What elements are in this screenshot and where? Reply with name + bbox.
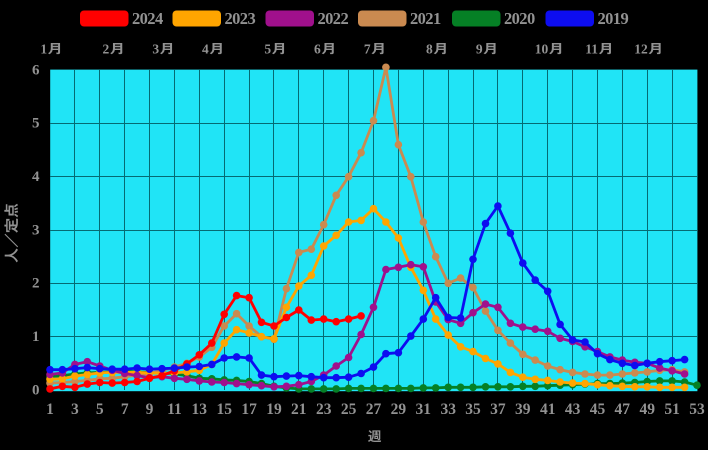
svg-text:31: 31 — [416, 401, 432, 418]
svg-text:23: 23 — [316, 401, 332, 418]
svg-text:43: 43 — [565, 401, 581, 418]
svg-text:21: 21 — [291, 401, 307, 418]
svg-text:2: 2 — [32, 276, 40, 292]
svg-text:9: 9 — [476, 41, 483, 56]
svg-text:1: 1 — [32, 329, 40, 345]
svg-text:2024: 2024 — [132, 9, 163, 28]
svg-text:9: 9 — [146, 401, 154, 418]
svg-text:5: 5 — [96, 401, 104, 418]
svg-text:27: 27 — [366, 401, 382, 418]
svg-text:11: 11 — [585, 41, 598, 56]
svg-text:2022: 2022 — [318, 9, 349, 28]
svg-text:51: 51 — [664, 401, 680, 418]
svg-text:4: 4 — [32, 169, 40, 185]
svg-text:2021: 2021 — [410, 9, 441, 28]
svg-text:1: 1 — [46, 401, 54, 418]
svg-text:2019: 2019 — [598, 9, 629, 28]
svg-text:3: 3 — [152, 41, 159, 56]
svg-text:39: 39 — [515, 401, 531, 418]
svg-text:13: 13 — [192, 401, 208, 418]
svg-text:33: 33 — [440, 401, 456, 418]
svg-text:41: 41 — [540, 401, 556, 418]
svg-text:12: 12 — [634, 41, 648, 56]
svg-text:15: 15 — [216, 401, 232, 418]
svg-text:7: 7 — [121, 401, 129, 418]
svg-text:4: 4 — [202, 41, 209, 56]
svg-text:5: 5 — [32, 116, 40, 132]
svg-text:8: 8 — [426, 41, 433, 56]
svg-text:25: 25 — [341, 401, 357, 418]
svg-text:6: 6 — [32, 62, 40, 78]
svg-text:35: 35 — [465, 401, 481, 418]
svg-text:3: 3 — [71, 401, 79, 418]
svg-text:37: 37 — [490, 401, 506, 418]
svg-text:2020: 2020 — [504, 9, 535, 28]
svg-text:49: 49 — [639, 401, 655, 418]
svg-text:3: 3 — [32, 222, 40, 238]
svg-text:2: 2 — [103, 41, 110, 56]
svg-text:2023: 2023 — [225, 9, 256, 28]
svg-text:0: 0 — [32, 382, 40, 398]
svg-text:11: 11 — [167, 401, 182, 418]
svg-text:5: 5 — [264, 41, 271, 56]
svg-text:45: 45 — [590, 401, 606, 418]
svg-text:53: 53 — [689, 401, 705, 418]
svg-text:17: 17 — [241, 401, 257, 418]
svg-text:6: 6 — [314, 41, 321, 56]
svg-text:10: 10 — [535, 41, 549, 56]
svg-text:1: 1 — [40, 41, 47, 56]
svg-text:19: 19 — [266, 401, 282, 418]
svg-text:29: 29 — [391, 401, 407, 418]
svg-text:7: 7 — [364, 41, 371, 56]
svg-text:47: 47 — [615, 401, 631, 418]
